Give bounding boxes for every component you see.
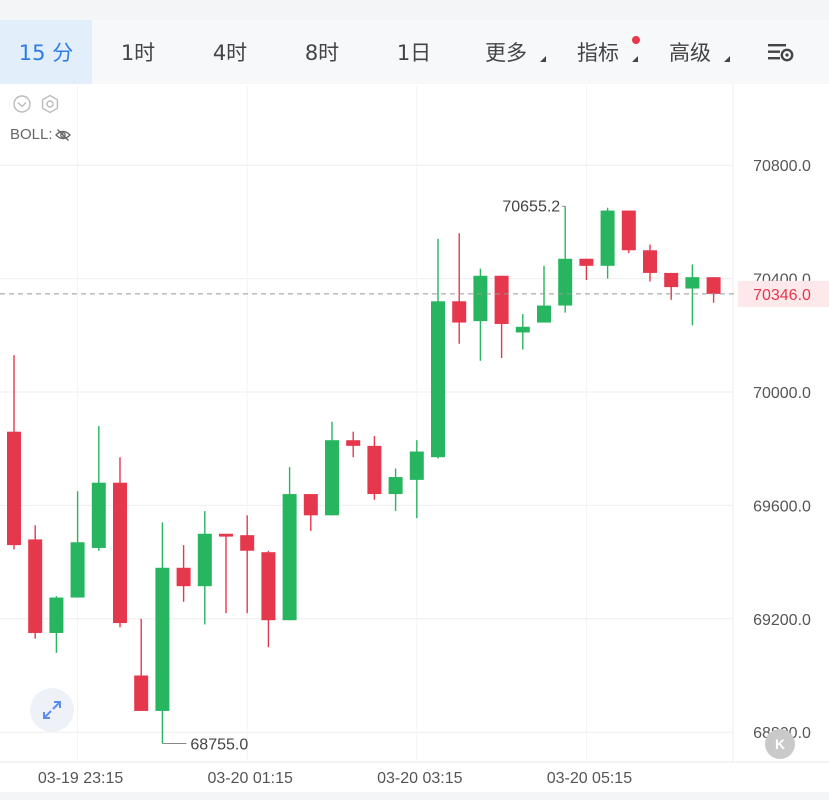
candle-body bbox=[494, 275, 509, 324]
chart-settings-button[interactable] bbox=[736, 20, 826, 84]
candle-body bbox=[409, 451, 424, 480]
candle-body bbox=[346, 440, 361, 446]
tab-indicators[interactable]: 指标 bbox=[552, 20, 644, 84]
candle-body bbox=[240, 535, 255, 551]
tab-15m[interactable]: 15 分 bbox=[0, 20, 92, 84]
candle-body bbox=[621, 210, 636, 251]
candle-body bbox=[643, 250, 657, 273]
candle-body bbox=[452, 301, 467, 323]
tab-advanced[interactable]: 高级 bbox=[644, 20, 736, 84]
tab-label: 4时 bbox=[212, 41, 248, 65]
timeframe-tab-bar: 15 分 1时 4时 8时 1日 更多 指标 高级 bbox=[0, 20, 829, 84]
y-tick-label: 70800.0 bbox=[753, 158, 811, 175]
boll-indicator-label[interactable]: BOLL: bbox=[10, 126, 71, 143]
candle-body bbox=[7, 431, 21, 546]
k-button-label: K bbox=[774, 736, 786, 752]
tab-1h[interactable]: 1时 bbox=[92, 20, 184, 84]
x-tick-label: 03-20 05:15 bbox=[547, 770, 633, 787]
candle-body bbox=[282, 494, 297, 621]
max-price-label: 70655.2 bbox=[502, 198, 560, 215]
candle-body bbox=[261, 552, 276, 621]
dropdown-corner-icon bbox=[540, 56, 546, 62]
candle-body bbox=[388, 477, 403, 495]
tab-4h[interactable]: 4时 bbox=[184, 20, 276, 84]
k-line-button[interactable]: K bbox=[765, 729, 795, 759]
x-tick-label: 03-20 03:15 bbox=[377, 770, 463, 787]
candlestick-chart[interactable]: 70800.070400.070000.069600.069200.068800… bbox=[0, 84, 829, 800]
candle-body bbox=[537, 305, 551, 323]
candle-body bbox=[303, 494, 318, 516]
candle-body bbox=[515, 326, 530, 333]
min-price-label: 68755.0 bbox=[190, 737, 248, 754]
candle-body bbox=[113, 482, 127, 624]
candle-body bbox=[664, 272, 679, 288]
candle-body bbox=[706, 277, 721, 294]
settings-icon[interactable] bbox=[40, 94, 60, 114]
dropdown-corner-icon bbox=[724, 56, 730, 62]
tab-label: 8时 bbox=[304, 41, 340, 65]
bottom-strip bbox=[0, 792, 829, 800]
candle-body bbox=[219, 533, 233, 537]
notification-dot bbox=[632, 36, 640, 44]
tab-8h[interactable]: 8时 bbox=[276, 20, 368, 84]
candle-body bbox=[176, 567, 191, 587]
candle-body bbox=[49, 597, 64, 633]
candle-body bbox=[325, 440, 339, 516]
tab-1d[interactable]: 1日 bbox=[368, 20, 460, 84]
candle-body bbox=[197, 533, 212, 587]
tab-label: 高级 bbox=[669, 41, 711, 65]
candle-body bbox=[70, 542, 85, 598]
x-tick-label: 03-20 01:15 bbox=[207, 770, 293, 787]
boll-label-text: BOLL: bbox=[10, 126, 53, 143]
candle-body bbox=[558, 258, 573, 306]
tab-label: 更多 bbox=[485, 41, 527, 65]
candle-body bbox=[134, 675, 149, 711]
indicator-controls bbox=[12, 94, 60, 114]
chart-area[interactable]: 70800.070400.070000.069600.069200.068800… bbox=[0, 84, 829, 800]
candle-body bbox=[91, 482, 106, 548]
eye-hidden-icon bbox=[54, 128, 71, 141]
collapse-icon[interactable] bbox=[12, 94, 32, 114]
top-strip bbox=[0, 0, 829, 20]
candle-body bbox=[600, 210, 615, 266]
y-tick-label: 69200.0 bbox=[753, 612, 811, 629]
tab-label: 15 分 bbox=[18, 41, 74, 65]
candle-body bbox=[28, 539, 43, 633]
y-tick-label: 70000.0 bbox=[753, 385, 811, 402]
current-price-label: 70346.0 bbox=[753, 287, 811, 304]
candle-body bbox=[155, 567, 170, 711]
tab-label: 1日 bbox=[396, 41, 432, 65]
candle-body bbox=[431, 301, 445, 458]
dropdown-corner-icon bbox=[632, 56, 638, 62]
tab-label: 指标 bbox=[577, 41, 619, 65]
candle-body bbox=[579, 258, 594, 266]
current-price-badge bbox=[738, 280, 829, 307]
expand-icon bbox=[43, 701, 61, 719]
expand-button[interactable] bbox=[30, 688, 74, 732]
x-tick-label: 03-19 23:15 bbox=[38, 770, 124, 787]
y-tick-label: 69600.0 bbox=[753, 498, 811, 515]
candle-body bbox=[685, 277, 700, 289]
tab-label: 1时 bbox=[120, 41, 156, 65]
candle-body bbox=[367, 445, 382, 495]
chart-settings-icon bbox=[768, 44, 794, 62]
candle-body bbox=[473, 275, 488, 322]
tab-more[interactable]: 更多 bbox=[460, 20, 552, 84]
